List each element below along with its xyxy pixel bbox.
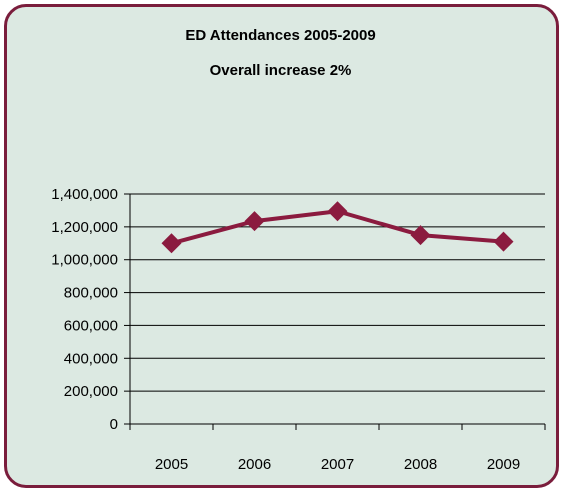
y-tick-label: 600,000	[64, 317, 118, 334]
x-tick-label: 2005	[155, 456, 188, 473]
y-tick-label: 800,000	[64, 285, 118, 302]
x-tick-label: 2008	[404, 456, 437, 473]
chart-panel	[4, 4, 559, 488]
y-tick-label: 1,000,000	[51, 252, 118, 269]
gridlines	[130, 193, 545, 392]
y-tick-label: 0	[110, 416, 118, 433]
data-point-2008	[410, 225, 431, 246]
data-point-2006	[244, 211, 265, 232]
chart-title: ED Attendances 2005-2009	[185, 27, 376, 44]
y-tick-label: 200,000	[64, 383, 118, 400]
x-tick-label: 2009	[487, 456, 520, 473]
y-axis: 0 200,000 400,000 600,000 800,000 1,000,000 1,…	[51, 186, 131, 433]
x-tick-label: 2006	[238, 456, 271, 473]
x-axis: 2005 2006 2007 2008 2009	[129, 423, 546, 473]
data-point-2009	[493, 231, 514, 252]
y-tick-label: 1,200,000	[51, 219, 118, 236]
data-point-2005	[161, 233, 182, 254]
data-point-2007	[327, 201, 348, 222]
x-tick-label: 2007	[321, 456, 354, 473]
y-tick-label: 400,000	[64, 350, 118, 367]
series-line	[161, 201, 514, 254]
y-tick-label: 1,400,000	[51, 186, 118, 203]
chart-subtitle: Overall increase 2%	[209, 62, 352, 79]
